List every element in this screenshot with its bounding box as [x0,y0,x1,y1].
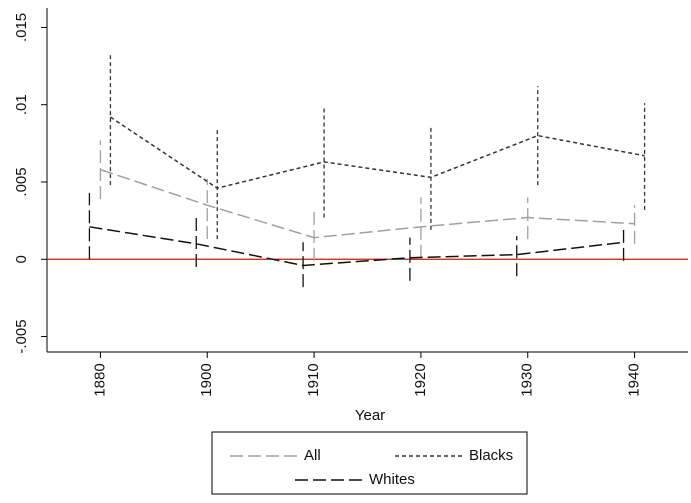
legend-box [211,431,528,495]
legend-label: Blacks [469,447,513,464]
y-tick-label: .005 [13,167,30,196]
x-tick-label: 1880 [91,363,108,396]
x-tick-label: 1930 [519,363,536,396]
legend-label: All [304,447,321,464]
y-tick-label: 0 [13,255,30,263]
y-tick-label: .015 [13,13,30,42]
y-tick-label: .01 [13,94,30,115]
series-line [89,226,624,267]
y-tick-label: -.005 [13,319,30,353]
series-line [110,116,645,189]
x-tick-label: 1910 [305,363,322,396]
legend-label: Whites [369,471,415,488]
x-tick-label: 1920 [412,363,429,396]
x-tick-label: 1900 [198,363,215,396]
series-line [100,168,635,239]
x-tick-label: 1940 [626,363,643,396]
x-axis-title: Year [355,407,385,424]
